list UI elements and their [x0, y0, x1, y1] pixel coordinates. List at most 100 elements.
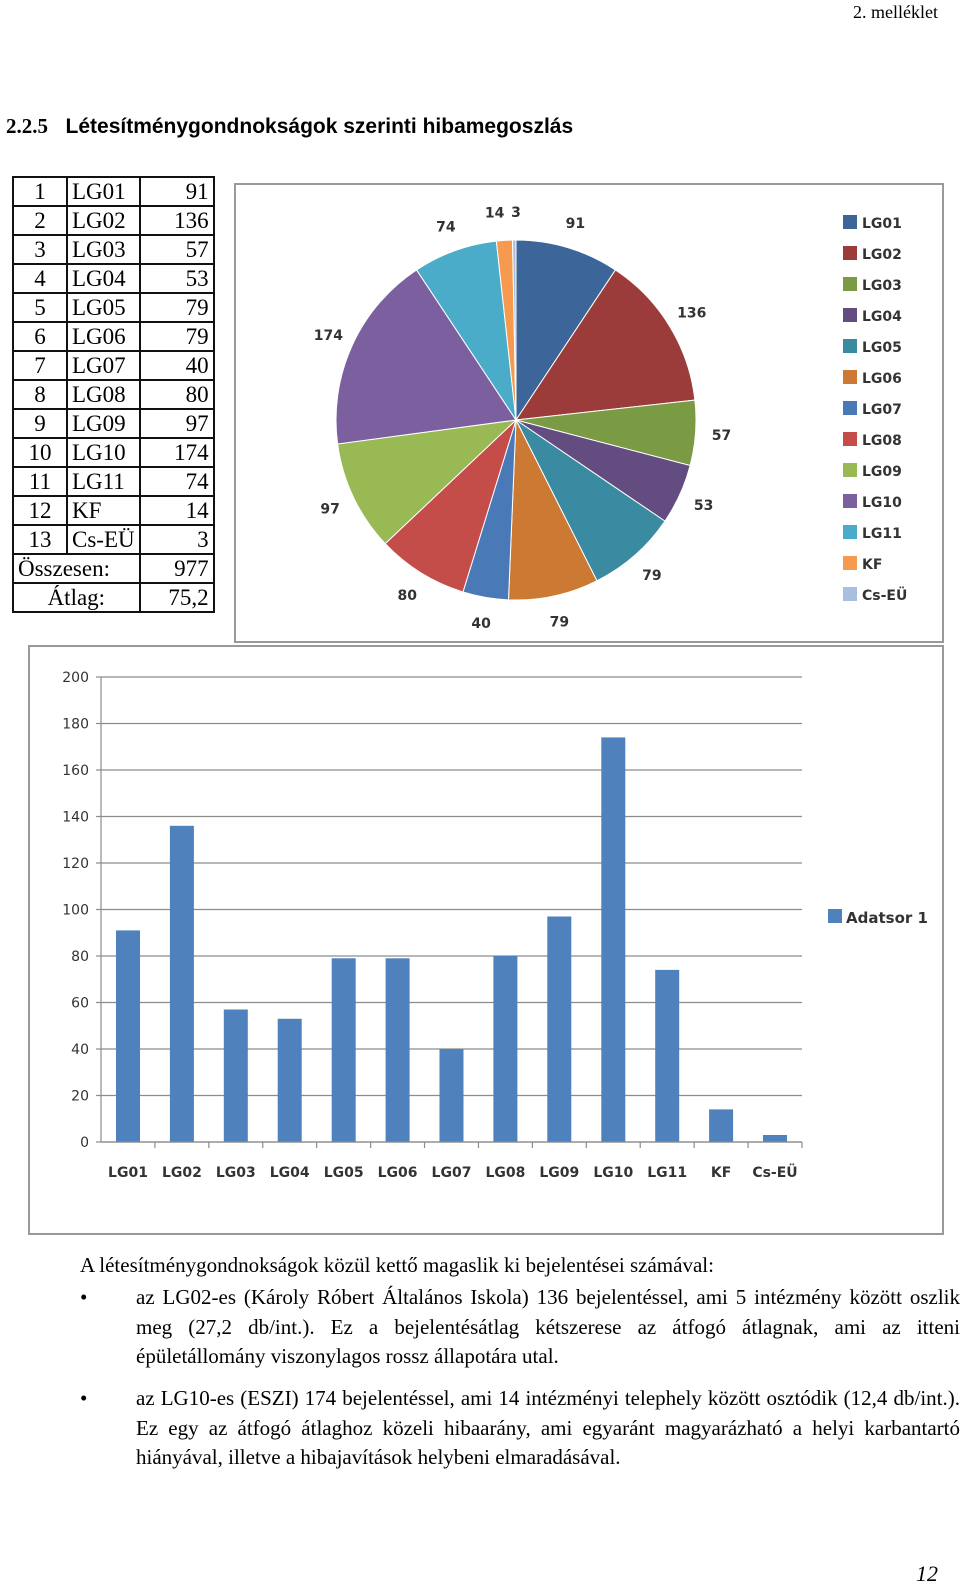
row-name: LG04 [66, 263, 141, 294]
y-tick-label: 100 [62, 903, 89, 919]
pie-data-label: 40 [471, 616, 491, 632]
bar-chart-frame: 0 20 40 60 80 100 120 140 160 180 200 LG01 LG02 LG03 L… [28, 645, 944, 1235]
pie-slice-lg01 [515, 239, 617, 422]
x-tick-label: LG10 [593, 1165, 633, 1181]
bar-cs-eü [763, 1135, 787, 1142]
section-title: Létesítménygondnokságok szerinti hibameg… [65, 115, 574, 138]
row-index: 13 [12, 524, 68, 555]
pie-data-label: 97 [320, 502, 339, 518]
bullet-text-lg02: az LG02-es (Károly Róbert Általános Isko… [136, 1285, 960, 1368]
legend-entry: LG10 [862, 495, 902, 511]
legend-swatch [843, 401, 857, 415]
x-tick-label: LG09 [539, 1165, 579, 1181]
legend-swatch [843, 494, 857, 508]
bar-lg04 [277, 1018, 302, 1142]
legend-swatch [843, 277, 857, 291]
table-row: 13 Cs-EÜ 3 [12, 524, 215, 555]
legend-entry: LG02 [862, 247, 902, 263]
table-row: 1 LG01 91 [12, 176, 215, 207]
legend-entry: LG03 [862, 278, 902, 294]
y-tick-label: 80 [71, 949, 89, 965]
legend-swatch [843, 556, 857, 570]
row-value: 57 [138, 234, 215, 265]
table-row: 12 KF 14 [12, 495, 215, 526]
pie-data-label: 57 [712, 428, 731, 444]
x-tick-label: LG03 [216, 1165, 256, 1181]
x-tick-label: KF [711, 1165, 731, 1181]
x-tick-label: LG04 [270, 1165, 310, 1181]
legend-entry: LG05 [862, 340, 902, 356]
table-row: 8 LG08 80 [12, 379, 215, 410]
row-value: 14 [138, 495, 215, 526]
bar-lg02 [169, 825, 194, 1142]
annex-label: 2. melléklet [853, 2, 938, 22]
bar-lg11 [655, 969, 680, 1142]
row-name: LG03 [66, 234, 141, 265]
pie-data-label: 74 [436, 219, 456, 235]
average-value: 75,2 [138, 582, 215, 613]
y-tick-label: 140 [62, 810, 89, 826]
y-tick-label: 120 [62, 856, 89, 872]
legend-entry: LG01 [862, 216, 902, 232]
table-row: 5 LG05 79 [12, 292, 215, 323]
legend-entry: Adatsor 1 [846, 909, 928, 927]
legend-swatch [843, 463, 857, 477]
bar-lg03 [223, 1009, 248, 1142]
pie-slice-lg05 [514, 418, 666, 582]
legend-swatch [843, 308, 857, 322]
row-value: 80 [138, 379, 215, 410]
x-tick-label: LG05 [324, 1165, 364, 1181]
total-label: Összesen: [12, 553, 141, 584]
legend-swatch [843, 370, 857, 384]
row-index: 8 [12, 379, 68, 410]
bar-lg05 [331, 958, 356, 1142]
table-row: 10 LG10 174 [12, 437, 215, 468]
row-value: 97 [138, 408, 215, 439]
average-label: Átlag: [12, 582, 141, 613]
table-row: 7 LG07 40 [12, 350, 215, 381]
row-value: 79 [138, 292, 215, 323]
x-tick-label: Cs-EÜ [752, 1163, 797, 1181]
total-value: 977 [138, 553, 215, 584]
bar-lg10 [601, 737, 626, 1142]
row-index: 5 [12, 292, 68, 323]
x-tick-label: LG11 [647, 1165, 687, 1181]
legend-entry: KF [862, 557, 882, 573]
row-name: LG06 [66, 321, 141, 352]
table-average-row: Átlag: 75,2 [12, 582, 215, 613]
row-name: LG09 [66, 408, 141, 439]
row-index: 12 [12, 495, 68, 526]
bullet-text-lg10: az LG10-es (ESZI) 174 bejelentéssel, ami… [136, 1386, 960, 1469]
section-number: 2.2.5 [6, 114, 48, 138]
row-name: LG01 [66, 176, 141, 207]
y-tick-label: 40 [71, 1042, 89, 1058]
x-tick-label: LG08 [485, 1165, 525, 1181]
bar-lg09 [547, 916, 572, 1142]
legend-entry: LG11 [862, 526, 902, 542]
x-tick-label: LG06 [378, 1165, 418, 1181]
row-value: 174 [138, 437, 215, 468]
pie-slice-lg06 [507, 418, 598, 601]
pie-slice-lg02 [514, 269, 696, 421]
row-name: LG05 [66, 292, 141, 323]
bar-kf [709, 1109, 734, 1142]
pie-slice-lg09 [337, 419, 518, 545]
bar-lg06 [385, 958, 410, 1142]
table-row: 9 LG09 97 [12, 408, 215, 439]
pie-chart-frame: 91 136 57 53 79 79 40 80 97 174 74 14 3 LG01 LG02 LG03 L… [234, 183, 944, 643]
section-heading: 2.2.5 Létesítménygondnokságok szerinti h… [6, 114, 573, 139]
page-number: 12 [916, 1561, 938, 1586]
x-tick-label: LG07 [432, 1165, 472, 1181]
intro-paragraph: A létesítménygondnokságok közül kettő ma… [80, 1253, 714, 1277]
row-index: 2 [12, 205, 68, 236]
data-table: 1 LG01 91 2 LG02 136 3 LG03 57 4 LG04 53 5 LG05 79 6 LG0… [12, 176, 215, 613]
x-tick-label: LG01 [108, 1165, 148, 1181]
row-name: LG08 [66, 379, 141, 410]
row-value: 74 [138, 466, 215, 497]
row-name: Cs-EÜ [66, 524, 141, 555]
pie-slice-cs-eü [512, 239, 517, 421]
row-value: 136 [138, 205, 215, 236]
y-tick-label: 0 [80, 1135, 89, 1151]
legend-entry: LG06 [862, 371, 902, 387]
bar-lg07 [439, 1049, 464, 1142]
